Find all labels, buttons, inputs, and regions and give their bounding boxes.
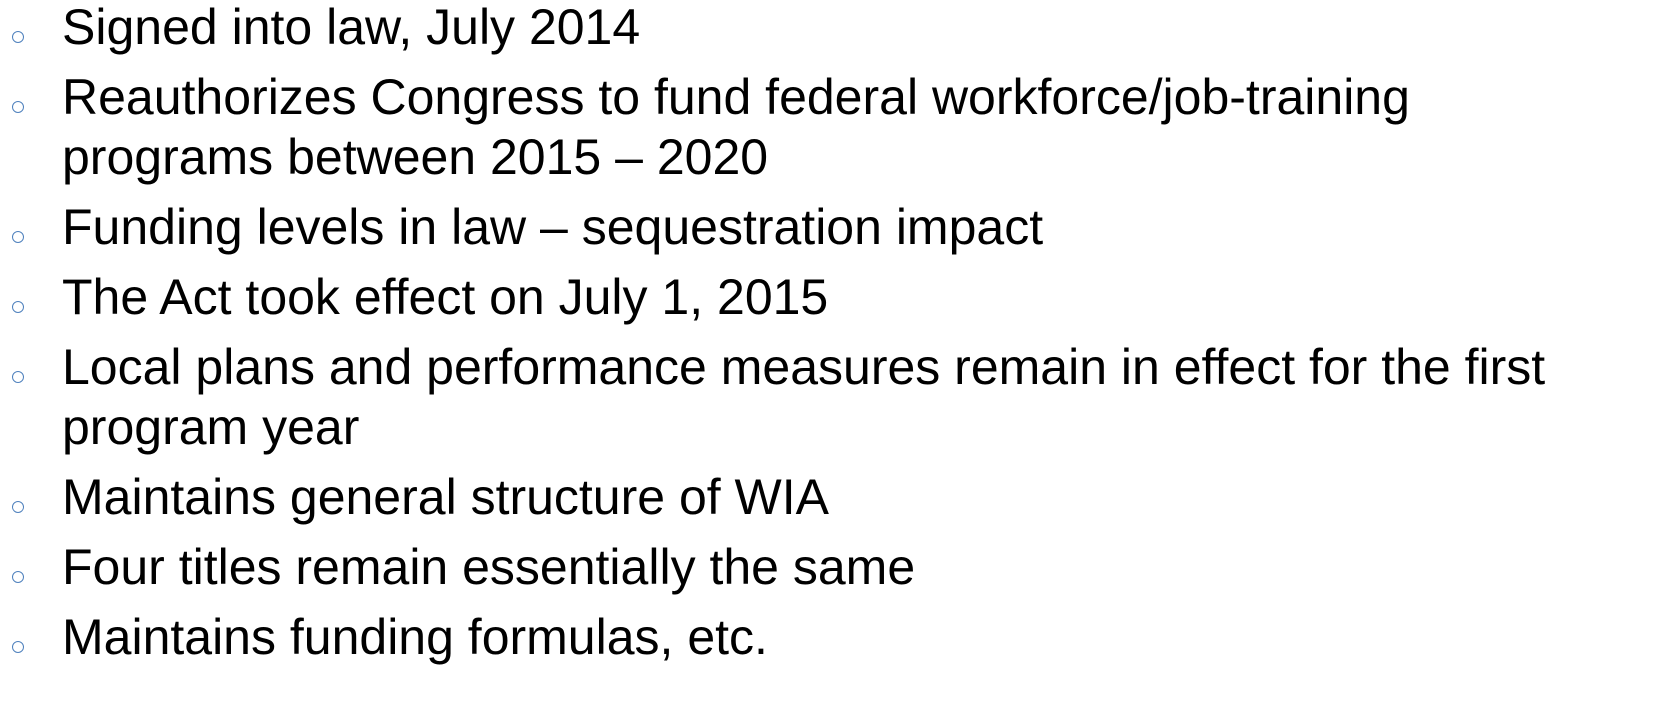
bullet-item: Reauthorizes Congress to fund federal wo… — [12, 67, 1622, 187]
bullet-item: Maintains funding formulas, etc. — [12, 607, 1622, 667]
bullet-item: The Act took effect on July 1, 2015 — [12, 267, 1622, 327]
bullet-item: Local plans and performance measures rem… — [12, 337, 1622, 457]
bullet-item: Funding levels in law – sequestration im… — [12, 197, 1622, 257]
bullet-list: Signed into law, July 2014 Reauthorizes C… — [12, 0, 1622, 677]
bullet-item: Signed into law, July 2014 — [12, 0, 1622, 57]
bullet-item: Four titles remain essentially the same — [12, 537, 1622, 597]
bullet-item: Maintains general structure of WIA — [12, 467, 1622, 527]
